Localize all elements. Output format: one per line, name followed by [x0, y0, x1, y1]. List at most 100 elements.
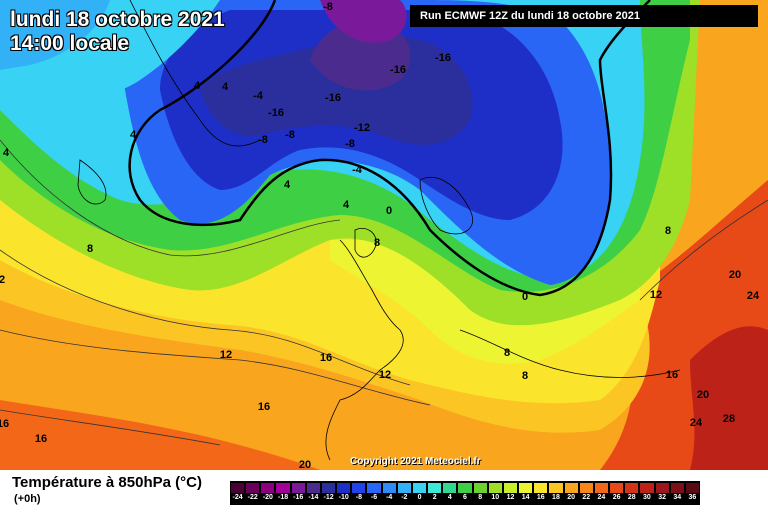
legend-swatch [488, 483, 502, 493]
isotherm-label: -8 [258, 134, 268, 146]
legend-label: -6 [370, 494, 378, 501]
legend-swatch [594, 483, 609, 493]
legend-label: 34 [673, 494, 682, 501]
variable-title: Température à 850hPa (°C) [12, 474, 202, 491]
legend-label: -20 [262, 494, 273, 501]
isotherm-label: 20 [299, 459, 311, 470]
legend-label: 14 [521, 494, 530, 501]
time-title: 14:00 locale [10, 32, 130, 55]
isotherm-label: -16 [325, 92, 341, 104]
isotherm-label: 4 [343, 199, 350, 211]
temperature-map: -8 -16 -16 -4 -16 -16 -12 -8 -8 -8 -4 4 4 0 8 0 4 4 4 4 8 2 12… [0, 0, 768, 470]
isotherm-label: 8 [522, 370, 528, 382]
isotherm-label: 16 [320, 352, 332, 364]
isotherm-label: 4 [222, 81, 229, 93]
legend-label: -24 [232, 494, 243, 501]
coastline-west-europe [325, 239, 404, 461]
isotherm-20-east [639, 199, 768, 301]
color-legend: -24 -22 -20 -18 -16 -14 -12 -10 -8 -6 -4 -2 0 2 4 6 8 10 1… [230, 481, 700, 505]
legend-swatch [564, 483, 578, 493]
coastline-scandinavia [419, 177, 473, 235]
isotherm-label: -16 [435, 52, 451, 64]
legend-swatch [685, 483, 699, 493]
isotherm-label: 0 [522, 291, 528, 303]
legend-swatch [231, 483, 245, 493]
legend-swatch [352, 483, 366, 493]
legend-swatch [610, 483, 624, 493]
isotherm-label: -16 [390, 64, 406, 76]
isotherm-label: -8 [345, 138, 355, 150]
legend-label: -4 [386, 494, 393, 501]
legend-label: 0 [417, 494, 422, 501]
isotherm-label: 12 [220, 349, 232, 361]
legend-swatch [261, 483, 275, 493]
legend-label: 18 [552, 494, 560, 501]
legend-label: 30 [643, 494, 651, 501]
isotherm-label: 8 [504, 347, 510, 359]
isotherm-label: 20 [697, 389, 709, 401]
field-hot-east [690, 326, 768, 470]
isotherm-label: 16 [666, 369, 678, 381]
field-lightblue-nw [0, 0, 110, 70]
footer: Température à 850hPa (°C) (+0h) -24 -22 -2… [0, 470, 768, 512]
legend-label: 12 [506, 494, 515, 501]
legend-swatch [337, 483, 351, 493]
legend-swatch [534, 483, 548, 493]
isotherm-label: -4 [352, 164, 363, 176]
isotherm-label: 8 [665, 225, 671, 237]
legend-label: -2 [401, 494, 408, 501]
legend-swatch [458, 483, 472, 493]
isotherm-8 [0, 249, 411, 386]
legend-swatch [321, 483, 336, 493]
legend-swatch [367, 483, 381, 493]
legend-swatch [291, 483, 305, 493]
date-title: lundi 18 octobre 2021 [10, 8, 225, 31]
legend-label: 20 [567, 494, 576, 501]
legend-swatch [306, 483, 320, 493]
legend-swatch [382, 483, 396, 493]
isotherm-label: -8 [285, 129, 295, 141]
isotherm-zero [128, 0, 651, 297]
coastline-greenland [129, 0, 261, 147]
isotherm-12 [0, 329, 431, 406]
isotherm-label: 24 [690, 417, 703, 429]
isotherm-label: 24 [747, 290, 760, 302]
isotherm-label: 4 [3, 147, 10, 159]
legend-label: -8 [355, 494, 362, 501]
forecast-offset: (+0h) [14, 493, 41, 505]
isotherm-label: -12 [354, 122, 370, 134]
isotherm-label: -4 [253, 90, 264, 102]
legend-swatch [276, 483, 290, 493]
isotherm-label: 2 [0, 274, 5, 286]
field-purple [320, 0, 407, 43]
legend-swatch [655, 483, 669, 493]
legend-label: 4 [447, 494, 452, 501]
isotherm-4 [0, 139, 341, 257]
legend-swatch [473, 483, 487, 493]
isotherm-label: 8 [87, 243, 93, 255]
legend-label: 6 [463, 494, 467, 501]
legend-label: 22 [582, 494, 591, 501]
legend-swatch [412, 483, 427, 493]
isotherm-label: 16 [258, 401, 270, 413]
legend-swatch [670, 483, 684, 493]
isotherm-label: 12 [650, 289, 662, 301]
legend-label: -22 [247, 494, 258, 501]
isotherm-label: 4 [194, 80, 201, 92]
legend-label: 16 [536, 494, 545, 501]
isotherm-label: 0 [386, 205, 392, 217]
coastline-iceland [77, 159, 107, 205]
run-info: Run ECMWF 12Z du lundi 18 octobre 2021 [410, 5, 758, 27]
legend-label: 10 [491, 494, 500, 501]
isotherm-label: 4 [284, 179, 291, 191]
isotherm-label: 8 [374, 237, 380, 249]
isotherm-label: 20 [729, 269, 741, 281]
legend-swatch [640, 483, 654, 493]
legend-label: -12 [323, 494, 334, 501]
legend-swatch [549, 483, 563, 493]
legend-swatch [397, 483, 411, 493]
legend-label: -10 [338, 494, 349, 501]
isotherm-label: 16 [35, 433, 47, 445]
